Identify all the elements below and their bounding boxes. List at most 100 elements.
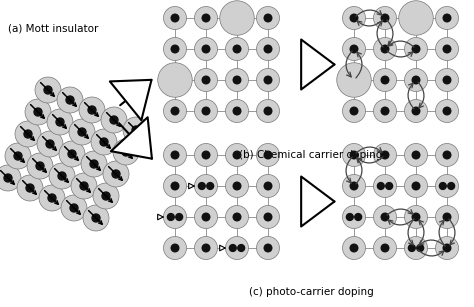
- Circle shape: [202, 213, 210, 221]
- Circle shape: [37, 131, 63, 157]
- Circle shape: [27, 153, 53, 179]
- Circle shape: [207, 183, 214, 189]
- Circle shape: [220, 1, 254, 35]
- Circle shape: [448, 183, 455, 189]
- Circle shape: [44, 86, 52, 94]
- Circle shape: [436, 205, 458, 228]
- Circle shape: [350, 151, 358, 159]
- Circle shape: [256, 236, 280, 259]
- Circle shape: [374, 174, 396, 197]
- Circle shape: [233, 107, 241, 115]
- Circle shape: [229, 245, 236, 251]
- Circle shape: [404, 99, 428, 122]
- Circle shape: [436, 174, 458, 197]
- Circle shape: [374, 205, 396, 228]
- Circle shape: [256, 6, 280, 29]
- Circle shape: [355, 214, 362, 220]
- Circle shape: [0, 165, 21, 191]
- Circle shape: [264, 213, 272, 221]
- Circle shape: [436, 6, 458, 29]
- Circle shape: [113, 139, 139, 165]
- Circle shape: [100, 138, 108, 146]
- Circle shape: [343, 99, 365, 122]
- Circle shape: [443, 107, 451, 115]
- Circle shape: [4, 174, 12, 182]
- Circle shape: [412, 107, 420, 115]
- Text: (a) Mott insulator: (a) Mott insulator: [8, 23, 99, 33]
- Circle shape: [256, 174, 280, 197]
- Circle shape: [164, 174, 186, 197]
- Circle shape: [381, 45, 389, 53]
- Circle shape: [436, 99, 458, 122]
- Circle shape: [92, 214, 100, 222]
- Circle shape: [66, 96, 74, 104]
- Circle shape: [15, 121, 41, 147]
- Circle shape: [171, 14, 179, 22]
- Circle shape: [171, 151, 179, 159]
- Circle shape: [409, 245, 415, 251]
- Circle shape: [167, 214, 174, 220]
- Circle shape: [350, 182, 358, 190]
- Circle shape: [256, 99, 280, 122]
- Circle shape: [412, 76, 420, 84]
- Circle shape: [226, 143, 248, 166]
- Circle shape: [194, 68, 218, 91]
- Circle shape: [164, 37, 186, 60]
- Circle shape: [194, 6, 218, 29]
- Circle shape: [39, 185, 65, 211]
- Circle shape: [436, 68, 458, 91]
- Circle shape: [436, 37, 458, 60]
- Circle shape: [346, 214, 353, 220]
- Circle shape: [412, 213, 420, 221]
- Circle shape: [202, 244, 210, 252]
- Circle shape: [24, 130, 32, 138]
- Circle shape: [123, 117, 149, 143]
- Circle shape: [381, 244, 389, 252]
- Circle shape: [233, 76, 241, 84]
- Circle shape: [226, 205, 248, 228]
- Circle shape: [5, 143, 31, 169]
- Circle shape: [386, 183, 392, 189]
- Circle shape: [233, 45, 241, 53]
- Circle shape: [443, 45, 451, 53]
- Circle shape: [436, 143, 458, 166]
- Circle shape: [202, 14, 210, 22]
- Circle shape: [14, 152, 22, 160]
- Circle shape: [56, 118, 64, 126]
- Circle shape: [343, 205, 365, 228]
- Circle shape: [404, 236, 428, 259]
- Circle shape: [194, 37, 218, 60]
- Circle shape: [374, 236, 396, 259]
- Circle shape: [412, 45, 420, 53]
- Circle shape: [443, 14, 451, 22]
- Circle shape: [381, 107, 389, 115]
- Circle shape: [233, 151, 241, 159]
- Circle shape: [399, 1, 433, 35]
- Circle shape: [226, 68, 248, 91]
- Circle shape: [158, 63, 192, 97]
- Circle shape: [381, 14, 389, 22]
- Circle shape: [69, 119, 95, 145]
- Circle shape: [164, 99, 186, 122]
- Circle shape: [264, 107, 272, 115]
- Circle shape: [93, 183, 119, 209]
- Circle shape: [436, 236, 458, 259]
- Circle shape: [381, 76, 389, 84]
- Circle shape: [202, 151, 210, 159]
- Circle shape: [350, 107, 358, 115]
- Circle shape: [102, 192, 110, 200]
- Circle shape: [343, 236, 365, 259]
- Circle shape: [34, 108, 42, 116]
- Circle shape: [59, 141, 85, 167]
- Circle shape: [374, 143, 396, 166]
- Circle shape: [226, 236, 248, 259]
- Circle shape: [256, 37, 280, 60]
- Circle shape: [46, 140, 54, 148]
- Circle shape: [374, 6, 396, 29]
- Circle shape: [412, 182, 420, 190]
- Circle shape: [91, 129, 117, 155]
- Circle shape: [343, 143, 365, 166]
- Circle shape: [83, 205, 109, 231]
- Circle shape: [350, 244, 358, 252]
- Circle shape: [443, 151, 451, 159]
